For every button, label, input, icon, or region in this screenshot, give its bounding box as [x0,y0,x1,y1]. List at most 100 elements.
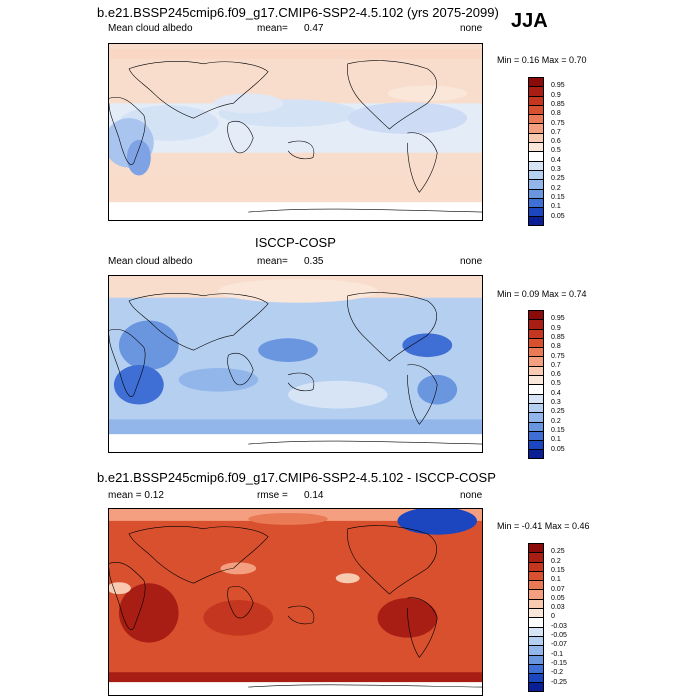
colorbar-swatch [528,608,544,618]
colorbar-level-label: 0.1 [551,203,561,211]
colorbar-level-label: 0.05 [551,594,565,602]
colorbar-swatch [528,356,544,366]
colorbar-level-label: 0.05 [551,212,565,220]
colorbar-swatch [528,682,544,692]
colorbar-swatch [528,617,544,627]
colorbar-level-label: 0.85 [551,100,565,108]
colorbar-level-label: 0.15 [551,193,565,201]
colorbar-level-label: 0.9 [551,324,561,332]
colorbar-swatch [528,598,544,609]
panel-1-colorbar [528,77,544,226]
panel-1-mean-value: 0.47 [304,23,324,34]
colorbar-level-label: 0.2 [551,184,561,192]
panel-3-title: b.e21.BSSP245cmip6.f09_g17.CMIP6-SSP2-4.… [97,470,496,485]
colorbar-level-label: 0 [551,613,555,621]
colorbar-level-label: 0.5 [551,380,561,388]
panel-2-units: none [460,256,483,267]
colorbar-swatch [528,207,544,217]
colorbar-level-label: 0.4 [551,389,561,397]
colorbar-level-label: 0.03 [551,604,565,612]
panel-3-colorbar [528,543,544,692]
colorbar-level-label: 0.8 [551,110,561,118]
colorbar-level-label: 0.25 [551,548,565,556]
colorbar-level-label: -0.2 [551,669,564,677]
colorbar-swatch [528,402,544,413]
colorbar-swatch [528,384,544,394]
colorbar-swatch [528,393,544,403]
colorbar-level-label: 0.75 [551,352,565,360]
colorbar-swatch [528,654,544,664]
colorbar-swatch [528,449,544,459]
colorbar-level-label: 0.3 [551,399,561,406]
colorbar-level-label: 0.7 [551,361,561,369]
colorbar-swatch [528,123,544,133]
colorbar-level-label: 0.7 [551,128,561,136]
panel-1-units: none [460,23,483,34]
colorbar-level-label: 0.8 [551,343,561,351]
colorbar-level-label: 0.85 [551,333,565,341]
colorbar-level-label: 0.95 [551,82,565,90]
colorbar-level-label: 0.2 [551,417,561,425]
colorbar-swatch [528,570,544,581]
colorbar-level-label: -0.1 [551,650,564,658]
colorbar-level-label: 0.9 [551,91,561,99]
colorbar-swatch [528,365,544,376]
colorbar-swatch [528,179,544,189]
colorbar-level-label: 0.1 [551,436,561,444]
panel-3-units: none [460,490,483,501]
colorbar-swatch [528,543,544,553]
colorbar-level-label: -0.05 [551,632,567,639]
colorbar-swatch [528,337,544,348]
panel-3-mean-label: mean = 0.12 [108,490,164,501]
colorbar-swatch [528,151,544,161]
panel-1-mean-label: mean= [257,23,288,34]
colorbar-level-label: 0.15 [551,426,565,434]
panel-3-map [108,508,483,696]
colorbar-swatch [528,77,544,87]
colorbar-level-label: 0.1 [551,576,561,584]
colorbar-swatch [528,552,544,562]
colorbar-swatch [528,421,544,431]
colorbar-level-label: 0.6 [551,138,561,146]
panel-2-variable-label: Mean cloud albedo [108,256,193,267]
colorbar-level-label: 0.95 [551,315,565,323]
panel-1-variable-label: Mean cloud albedo [108,23,193,34]
colorbar-swatch [528,673,544,683]
colorbar-level-label: 0.75 [551,119,565,127]
colorbar-swatch [528,663,544,674]
colorbar-swatch [528,132,544,143]
colorbar-level-label: 0.05 [551,445,565,453]
colorbar-swatch [528,104,544,115]
panel-2-mean-label: mean= [257,256,288,267]
colorbar-swatch [528,188,544,198]
panel-2-minmax: Min = 0.09 Max = 0.74 [497,289,587,299]
colorbar-level-label: 0.2 [551,557,561,565]
colorbar-swatch [528,86,544,96]
panel-1-minmax: Min = 0.16 Max = 0.70 [497,55,587,65]
colorbar-level-label: 0.25 [551,175,565,183]
panel-3-rmse-label: rmse = [257,490,288,501]
colorbar-swatch [528,645,544,655]
colorbar-level-label: 0.5 [551,147,561,155]
colorbar-swatch [528,169,544,180]
panel-2-mean-value: 0.35 [304,256,324,267]
colorbar-level-label: 0.4 [551,156,561,164]
colorbar-swatch [528,216,544,226]
colorbar-level-label: 0.25 [551,408,565,416]
colorbar-swatch [528,635,544,646]
colorbar-level-label: -0.15 [551,659,567,667]
panel-1-title: b.e21.BSSP245cmip6.f09_g17.CMIP6-SSP2-4.… [97,5,499,20]
colorbar-level-label: 0.6 [551,371,561,379]
colorbar-swatch [528,347,544,357]
colorbar-level-label: 0.3 [551,166,561,173]
colorbar-swatch [528,310,544,320]
colorbar-swatch [528,319,544,329]
colorbar-swatch [528,412,544,422]
colorbar-swatch [528,561,544,571]
panel-3-minmax: Min = -0.41 Max = 0.46 [497,521,590,531]
panel-2-map [108,275,483,453]
colorbar-level-label: -0.07 [551,641,567,649]
panel-2-title: ISCCP-COSP [255,235,336,250]
colorbar-swatch [528,430,544,441]
colorbar-swatch [528,440,544,450]
